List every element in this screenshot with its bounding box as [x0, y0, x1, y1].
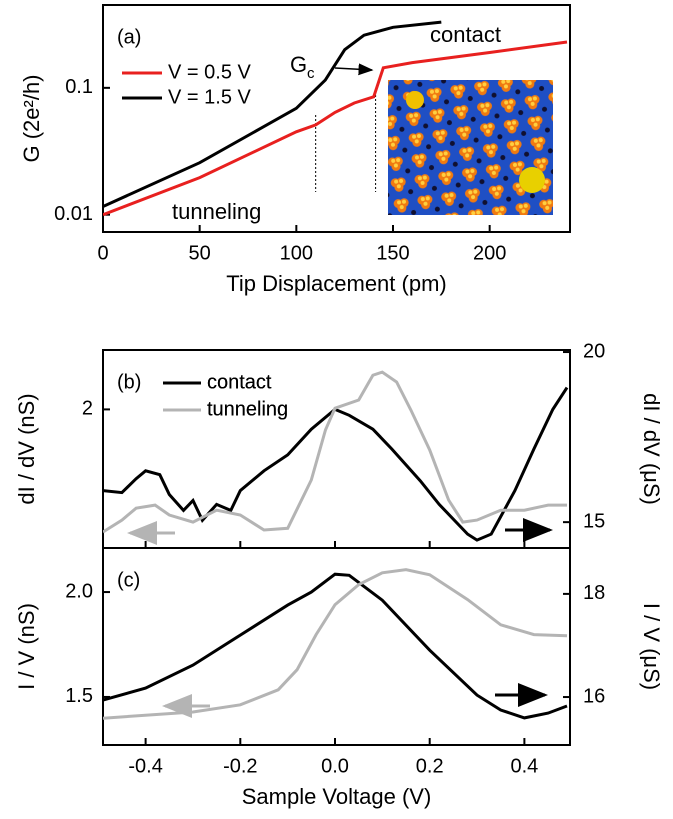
y-axis-title: I / V (nS): [14, 603, 39, 690]
y2-axis-title: I / V (μS): [639, 603, 664, 690]
x-tick-label: 150: [376, 242, 409, 264]
gc-arrow: [334, 63, 374, 76]
y-axis-title: dI / dV (nS): [14, 393, 39, 504]
gc-label-sub: c: [307, 65, 315, 82]
x-axis-title: Tip Displacement (pm): [226, 271, 446, 296]
y2-tick-label: 15: [583, 510, 605, 532]
y-tick-label: 2: [82, 398, 93, 420]
x-tick-label: -0.4: [128, 755, 162, 777]
x-tick-label: 50: [189, 242, 211, 264]
legend-label: V = 1.5 V: [168, 86, 251, 108]
x-tick-label: -0.2: [223, 755, 257, 777]
legend-label: contact: [207, 371, 272, 393]
y-tick-label: 1.5: [65, 685, 93, 707]
annotation: tunneling: [172, 199, 261, 224]
panel-label: (c): [117, 569, 140, 591]
plot-frame: [102, 547, 571, 746]
annotation: contact: [430, 22, 501, 47]
x-axis-title: Sample Voltage (V): [242, 784, 432, 809]
legend-label: contact: [207, 371, 272, 393]
legend-label: tunneling: [207, 398, 288, 420]
panel-label: (a): [117, 26, 141, 48]
y-tick-label: 2.0: [65, 580, 93, 602]
series-line: [103, 40, 568, 217]
y2-tick-label: 16: [583, 685, 605, 707]
x-tick-label: 100: [280, 242, 313, 264]
panel-label: (b): [117, 371, 141, 393]
series-line: [103, 20, 442, 208]
x-tick-label: 0: [97, 242, 108, 264]
y-axis-title: G (2e²/h): [19, 74, 44, 162]
legend-label: V = 0.5 V: [168, 61, 251, 83]
x-tick-label: 0.2: [416, 755, 444, 777]
inset-image: [388, 80, 553, 215]
plot-frame: [102, 4, 571, 233]
legend-label: tunneling: [207, 398, 288, 420]
series-line: [103, 568, 568, 720]
y-tick-label: 0.01: [54, 203, 93, 225]
gc-label: G: [290, 52, 307, 77]
series-line: [103, 572, 568, 720]
series-line: [103, 370, 567, 534]
y2-axis-title: dI / dV (μS): [639, 393, 664, 505]
x-tick-label: 0.0: [321, 755, 349, 777]
series-line: [103, 386, 569, 542]
x-tick-label: 0.4: [510, 755, 538, 777]
x-tick-label: 200: [473, 242, 506, 264]
y2-tick-label: 18: [583, 582, 605, 604]
y2-tick-label: 20: [583, 340, 605, 362]
y-tick-label: 0.1: [65, 76, 93, 98]
